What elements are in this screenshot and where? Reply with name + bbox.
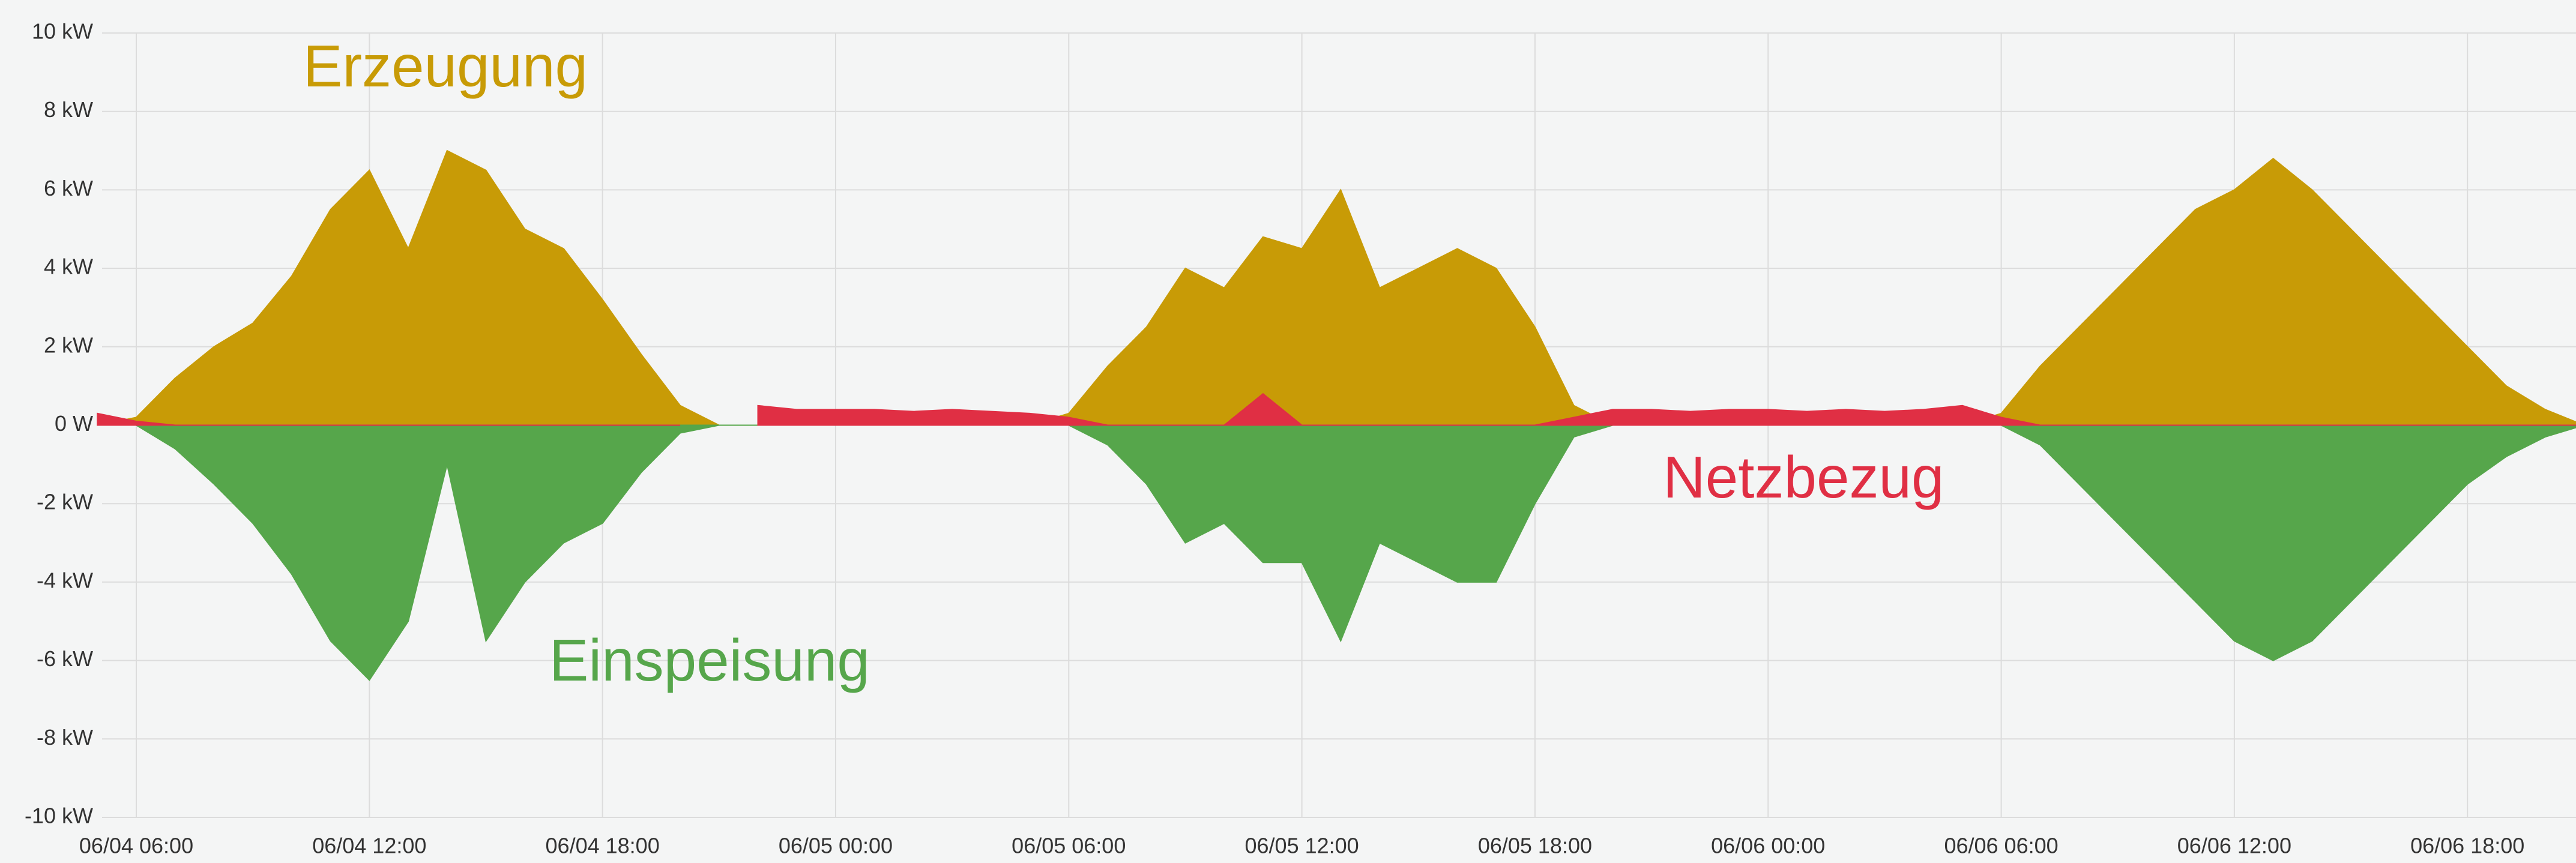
x-tick-label: 06/04 18:00 — [546, 834, 660, 858]
y-tick-label: 6 kW — [44, 176, 93, 200]
y-tick-label: -4 kW — [37, 568, 93, 592]
area — [97, 149, 2576, 426]
area — [97, 412, 681, 426]
y-tick-label: 0 W — [55, 411, 93, 436]
y-tick-label: -6 kW — [37, 646, 93, 671]
y-tick-label: 10 kW — [32, 19, 93, 44]
y-tick-label: -8 kW — [37, 725, 93, 750]
y-tick-label: 2 kW — [44, 332, 93, 357]
area — [97, 424, 2576, 681]
x-tick-label: 06/04 12:00 — [312, 834, 426, 858]
series-label: Netzbezug — [1663, 444, 1944, 510]
x-tick-label: 06/05 06:00 — [1012, 834, 1126, 858]
x-tick-label: 06/05 12:00 — [1245, 834, 1359, 858]
x-tick-label: 06/06 00:00 — [1711, 834, 1825, 858]
y-tick-label: 4 kW — [44, 254, 93, 279]
y-tick-label: -10 kW — [25, 804, 93, 828]
series-label: Einspeisung — [549, 627, 870, 693]
x-tick-label: 06/06 18:00 — [2410, 834, 2524, 858]
x-tick-label: 06/06 12:00 — [2177, 834, 2291, 858]
x-tick-label: 06/05 00:00 — [779, 834, 893, 858]
x-tick-label: 06/04 06:00 — [79, 834, 193, 858]
series-label: Erzeugung — [303, 33, 588, 99]
area — [757, 392, 2576, 426]
y-tick-label: 8 kW — [44, 97, 93, 122]
x-tick-label: 06/06 06:00 — [1944, 834, 2058, 858]
y-tick-label: -2 kW — [37, 490, 93, 514]
x-tick-label: 06/05 18:00 — [1478, 834, 1592, 858]
